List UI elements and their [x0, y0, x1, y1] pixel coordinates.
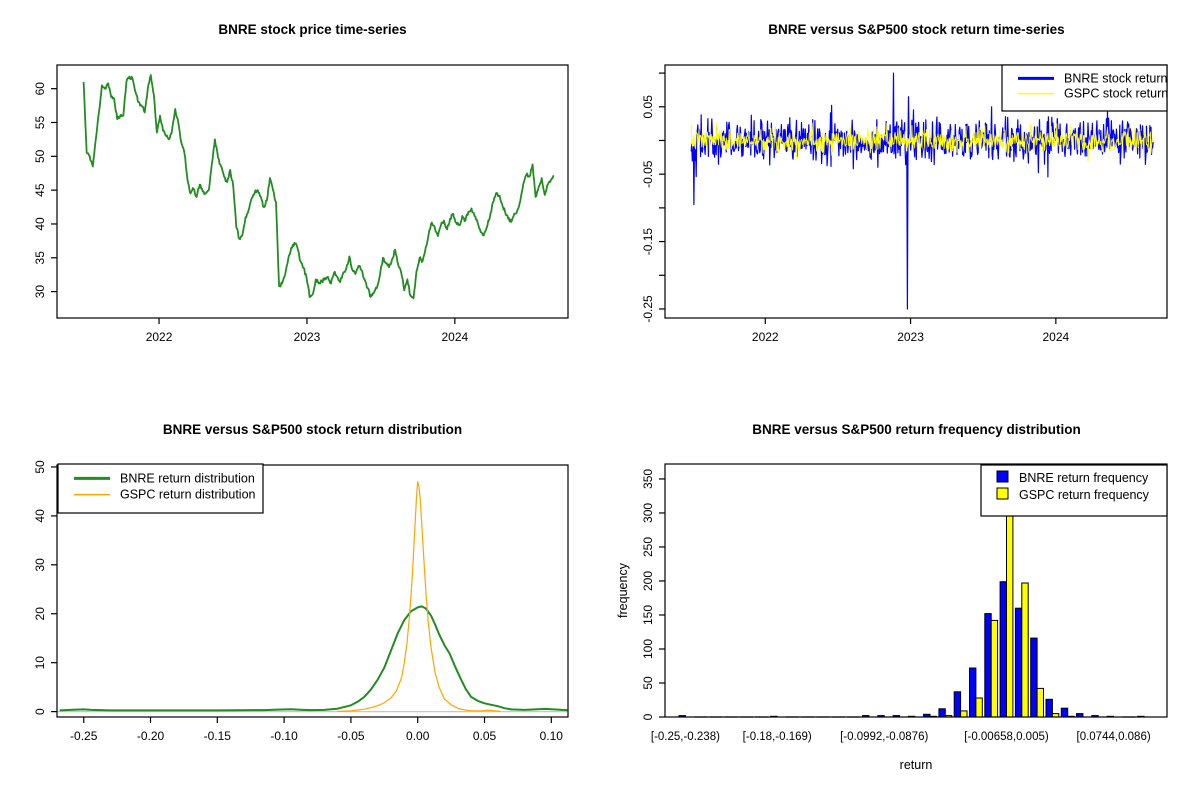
svg-text:50: 50	[33, 149, 47, 163]
svg-text:0: 0	[33, 708, 47, 715]
svg-text:BNRE return frequency: BNRE return frequency	[1019, 471, 1149, 485]
series-bnre-return-distribution	[59, 605, 568, 712]
plot-frame	[56, 464, 569, 718]
svg-text:200: 200	[641, 571, 655, 591]
svg-text:GSPC return frequency: GSPC return frequency	[1019, 488, 1150, 502]
svg-text:150: 150	[641, 605, 655, 625]
legend: BNRE return frequency GSPC return frequen…	[980, 464, 1168, 517]
return-density-chart-cell: BNRE versus S&P500 stock return distribu…	[0, 400, 600, 800]
legend: BNRE return distribution GSPC return dist…	[57, 463, 264, 514]
svg-text:30: 30	[33, 285, 47, 299]
svg-text:0.10: 0.10	[540, 729, 564, 743]
svg-text:45: 45	[33, 183, 47, 197]
series-gspc-stock-return	[690, 122, 1154, 162]
svg-text:-0.25: -0.25	[70, 729, 98, 743]
return-timeseries-chart-cell: BNRE versus S&P500 stock return time-ser…	[600, 0, 1200, 400]
price-timeseries-title: BNRE stock price time-series	[218, 22, 407, 37]
svg-text:-0.25: -0.25	[641, 295, 655, 323]
svg-text:60: 60	[33, 82, 47, 96]
svg-text:-0.10: -0.10	[270, 729, 298, 743]
svg-text:20: 20	[33, 607, 47, 621]
svg-text:300: 300	[641, 503, 655, 523]
legend: BNRE stock return GSPC stock return	[1001, 64, 1168, 112]
plot-frame	[664, 463, 1168, 718]
return-frequency-chart-cell: BNRE versus S&P500 return frequency dist…	[600, 400, 1200, 800]
return-density-chart: 0 10 20 30 40 50 -0.25 -0.20 -0.15 -0.10 -0.05 0.00…	[33, 460, 569, 743]
svg-text:50: 50	[33, 460, 47, 474]
svg-text:100: 100	[641, 639, 655, 659]
return-density-title: BNRE versus S&P500 stock return distribu…	[162, 422, 463, 437]
svg-text:GSPC stock return: GSPC stock return	[1064, 87, 1168, 101]
svg-text:GSPC return distribution: GSPC return distribution	[120, 488, 256, 502]
return-timeseries-chart: 0.05 -0.05 -0.15 -0.25 2022 2023 2024 BNRE stoc…	[641, 64, 1168, 344]
svg-text:35: 35	[33, 251, 47, 265]
svg-text:30: 30	[33, 558, 47, 572]
histogram-bars	[678, 485, 1145, 718]
svg-text:[-0.18,-0.169): [-0.18,-0.169)	[743, 731, 812, 743]
price-timeseries-chart: 30 35 40 45 50 55 60 2022 2023 2024	[33, 64, 569, 344]
return-timeseries-title: BNRE versus S&P500 stock return time-ser…	[768, 22, 1065, 37]
return-frequency-title: BNRE versus S&P500 return frequency dist…	[752, 422, 1081, 437]
series-gspc-return-distribution	[337, 480, 501, 712]
svg-text:-0.15: -0.15	[204, 729, 232, 743]
svg-text:2022: 2022	[146, 330, 173, 344]
svg-text:[-0.25,-0.238): [-0.25,-0.238)	[651, 731, 720, 743]
x-axis-label: return	[900, 758, 933, 772]
svg-text:[-0.0992,-0.0876): [-0.0992,-0.0876)	[840, 731, 928, 743]
svg-text:[-0.00658,0.005): [-0.00658,0.005)	[964, 731, 1049, 743]
svg-text:[0.0744,0.086): [0.0744,0.086)	[1077, 731, 1151, 743]
svg-text:2023: 2023	[294, 330, 321, 344]
svg-text:350: 350	[641, 469, 655, 489]
plot-frame	[664, 64, 1168, 319]
svg-text:40: 40	[33, 217, 47, 231]
price-timeseries-chart-cell: BNRE stock price time-series 30 35 40 45 50 5…	[0, 0, 600, 400]
series-bnre-stock-price	[82, 74, 555, 300]
svg-text:-0.05: -0.05	[337, 729, 365, 743]
svg-text:2024: 2024	[1042, 330, 1069, 344]
svg-text:55: 55	[33, 116, 47, 130]
svg-text:2023: 2023	[897, 330, 924, 344]
svg-text:BNRE return distribution: BNRE return distribution	[120, 471, 255, 485]
plot-frame	[56, 64, 569, 319]
svg-text:0: 0	[641, 713, 655, 720]
return-frequency-chart: 0 50 100 150 200 250 300 350 [-0.25,-0.238) [-0.1…	[616, 463, 1168, 772]
y-axis-label: frequency	[616, 562, 630, 618]
svg-text:2024: 2024	[442, 330, 469, 344]
svg-text:BNRE stock return: BNRE stock return	[1064, 71, 1168, 85]
svg-text:0.05: 0.05	[473, 729, 497, 743]
svg-text:10: 10	[33, 656, 47, 670]
svg-text:50: 50	[641, 676, 655, 690]
svg-text:-0.05: -0.05	[641, 160, 655, 188]
svg-text:2022: 2022	[752, 330, 779, 344]
svg-text:40: 40	[33, 509, 47, 523]
svg-text:0.00: 0.00	[406, 729, 430, 743]
svg-text:0.05: 0.05	[641, 95, 655, 119]
svg-text:250: 250	[641, 537, 655, 557]
svg-text:-0.15: -0.15	[641, 228, 655, 256]
svg-text:-0.20: -0.20	[137, 729, 165, 743]
